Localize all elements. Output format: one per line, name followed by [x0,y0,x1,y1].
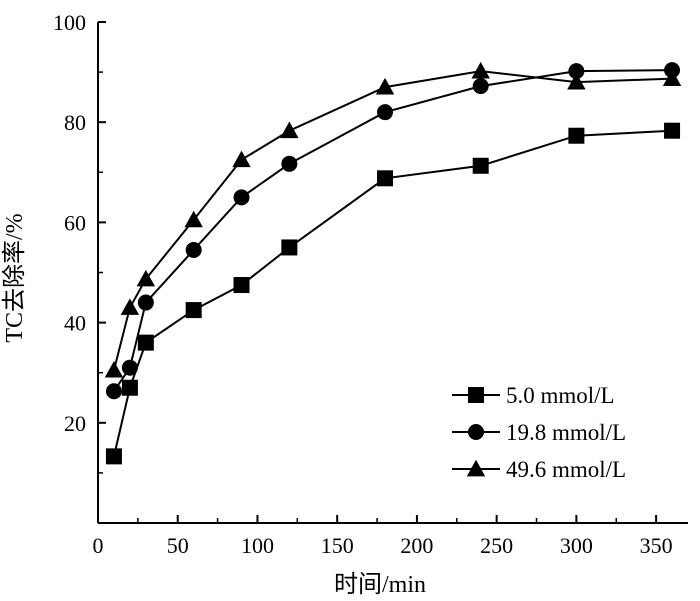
tick-labels: 0 50 100 150 200 250 300 350 20 40 60 80 100 [53,10,673,558]
legend: 5.0 mmol/L 19.8 mmol/L 49.6 mmol/L [452,383,626,482]
data-point-circle [568,63,585,80]
data-point-circle [105,383,122,400]
data-point-square [568,127,585,144]
data-point-triangle [375,77,395,95]
data-point-square [281,239,298,256]
data-point-square [185,302,202,319]
series-line-2 [113,69,673,392]
legend-marker-square [468,387,484,403]
data-point-triangle [662,69,682,86]
data-point-square [137,334,154,351]
axes [97,22,688,524]
y-tick-label: 40 [64,311,86,336]
data-point-square [664,122,681,139]
x-tick-label: 300 [560,533,593,558]
y-tick-label: 20 [64,411,86,436]
data-point-triangle [471,61,490,79]
data-point-circle [233,189,250,206]
data-point-circle [472,78,489,95]
data-point-square [233,277,250,294]
x-tick-label: 50 [167,533,189,558]
data-point-circle [281,155,298,172]
series-line-1 [112,129,673,457]
data-point-triangle [104,360,124,378]
y-axis-title: TC去除率/% [1,213,28,342]
data-point-circle [121,359,138,376]
legend-marker-circle [468,424,484,440]
x-tick-label: 200 [400,533,433,558]
x-axis-title: 时间/min [334,571,426,598]
data-point-triangle [280,121,299,139]
data-point-triangle [120,298,140,315]
y-tick-label: 100 [53,10,86,35]
x-tick-label: 250 [480,533,513,558]
x-tick-label: 100 [241,533,274,558]
legend-marker-triangle [466,459,486,477]
x-tick-label: 150 [321,533,354,558]
data-point-square [121,379,138,396]
x-tick-label: 350 [640,533,673,558]
data-point-triangle [232,150,251,168]
y-tick-label: 60 [64,210,86,235]
data-point-triangle [567,72,586,90]
data-point-circle [185,241,202,258]
data-point-square [377,170,394,187]
y-tick-label: 80 [64,110,86,135]
data-point-triangle [184,210,203,228]
tick-marks [97,21,658,523]
data-point-circle [377,104,394,121]
legend-label: 49.6 mmol/L [506,457,626,482]
x-tick-label: 0 [93,533,104,558]
series-markers [104,61,682,465]
data-point-circle [137,294,154,311]
data-point-triangle [136,269,156,287]
legend-label: 19.8 mmol/L [506,420,626,445]
data-point-square [472,157,489,174]
legend-label: 5.0 mmol/L [506,383,615,408]
data-point-square [105,448,122,465]
series-line-3 [112,70,673,371]
